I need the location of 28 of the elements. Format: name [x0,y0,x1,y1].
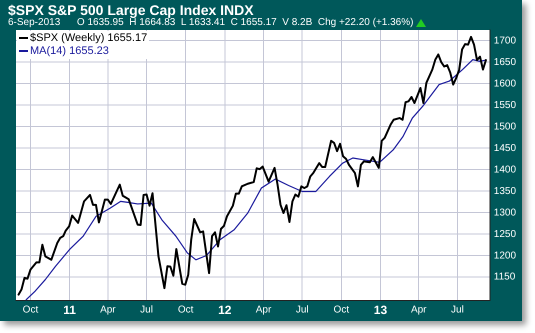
x-tick-label: Oct [178,304,194,316]
y-tick-label: 1650 [494,56,516,68]
x-tick-label: Apr [100,304,116,316]
y-tick-label: 1500 [494,121,516,132]
x-tick-label: 12 [218,303,232,318]
x-tick-label: Jul [296,304,309,316]
x-tick-label: Apr [256,304,272,316]
y-tick-label: 1250 [494,228,516,240]
x-tick-label: 13 [374,303,388,318]
x-tick-label: Apr [410,304,428,316]
y-tick-label: 1550 [494,100,516,111]
legend-label: $SPX (Weekly) 1655.17 [29,32,148,45]
x-tick-label: Jul [140,304,153,316]
y-tick-label: 1200 [494,250,516,262]
x-tick-label: Oct [334,304,350,316]
y-tick-label: 1150 [494,272,516,283]
chart-title: $SPX S&P 500 Large Cap Index INDX [8,2,254,18]
y-tick-label: 1300 [494,207,516,218]
y-tick-label: 1600 [494,78,516,90]
chart-subtitle: 6-Sep-2013 O 1635.95 H 1664.83 L 1633.41 C 1655.17 V 8.2B Chg +22.20 (+1.36%) [8,17,414,28]
legend-label: MA(14) 1655.23 [29,45,110,58]
y-tick-label: 1450 [494,142,516,154]
x-tick-label: Jul [451,304,464,316]
y-tick-label: 1350 [494,186,516,197]
x-tick-label: 11 [63,303,76,318]
y-tick-label: 1400 [494,164,516,176]
y-tick-label: 1700 [494,35,516,46]
x-tick-label: Oct [22,304,38,316]
